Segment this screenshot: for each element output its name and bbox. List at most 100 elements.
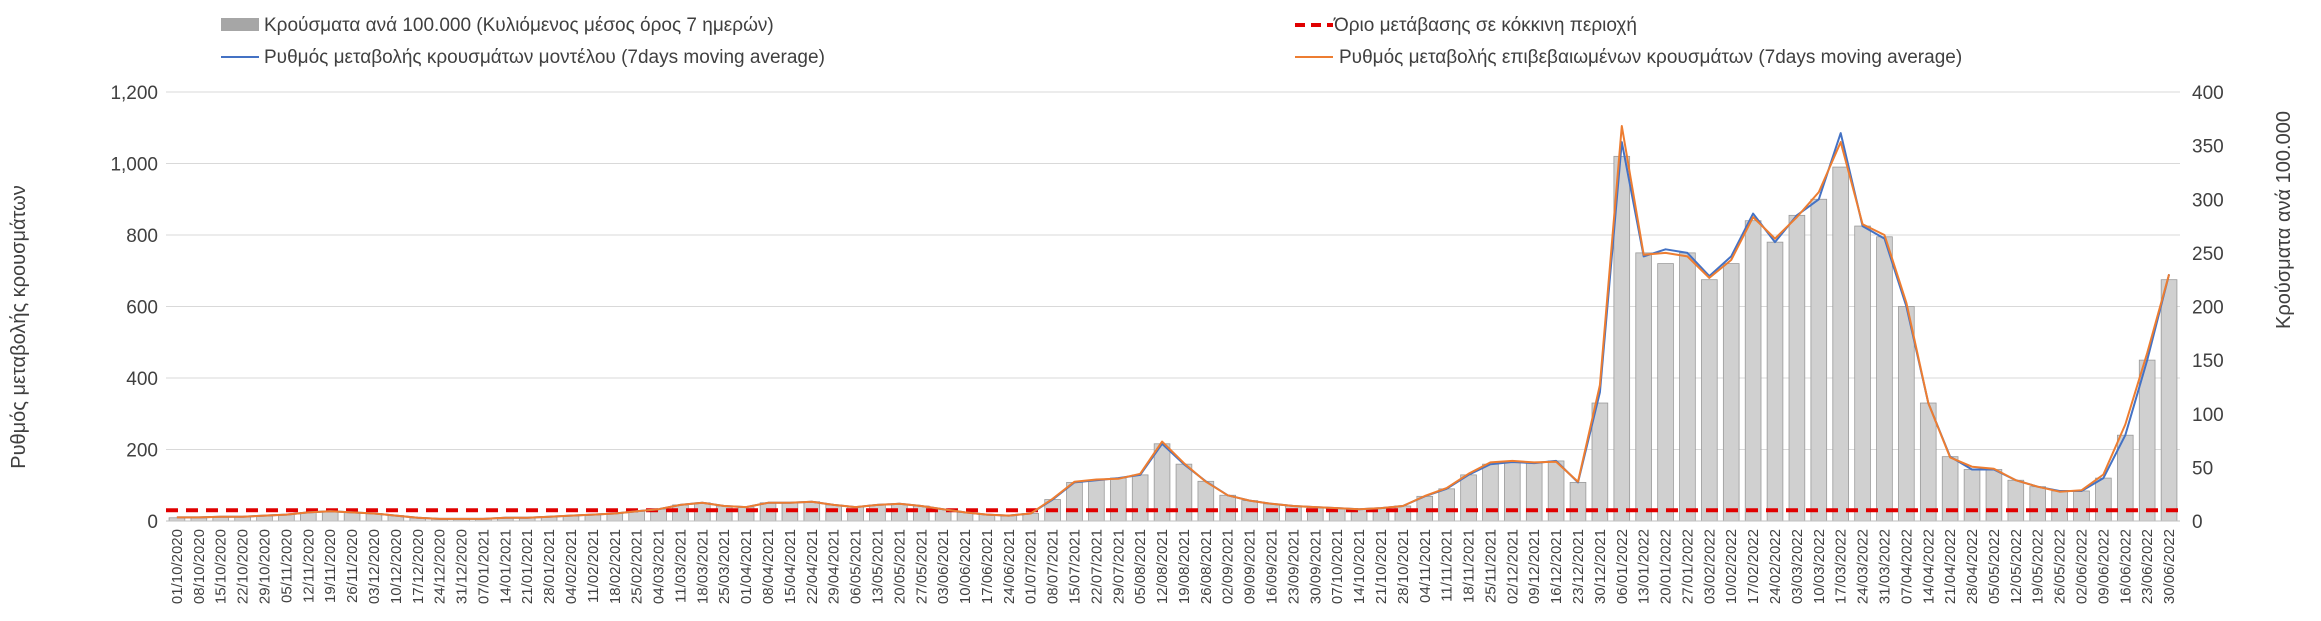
x-tick-label: 13/01/2022 bbox=[1636, 529, 1653, 604]
bar bbox=[2138, 359, 2156, 522]
x-tick-label: 06/01/2022 bbox=[1614, 529, 1631, 604]
x-tick-label: 24/03/2022 bbox=[1855, 529, 1872, 604]
x-tick-label: 12/08/2021 bbox=[1154, 529, 1171, 604]
x-tick-label: 30/09/2021 bbox=[1307, 529, 1324, 604]
bar bbox=[1219, 494, 1237, 522]
bar bbox=[1679, 252, 1696, 522]
right-tick-label: 250 bbox=[2192, 244, 2224, 265]
x-tick-label: 10/03/2022 bbox=[1811, 529, 1828, 604]
x-tick-label: 14/10/2021 bbox=[1351, 529, 1368, 604]
x-tick-label: 03/06/2021 bbox=[935, 529, 952, 604]
bar bbox=[321, 510, 339, 522]
x-tick-label: 03/02/2022 bbox=[1701, 529, 1718, 604]
left-tick-label: 0 bbox=[147, 512, 158, 533]
x-tick-label: 25/11/2021 bbox=[1482, 529, 1499, 603]
x-tick-label: 09/12/2021 bbox=[1526, 529, 1543, 604]
x-tick-label: 26/05/2022 bbox=[2052, 529, 2069, 604]
bar bbox=[1131, 474, 1149, 522]
x-tick-label: 29/04/2021 bbox=[826, 529, 843, 604]
bar bbox=[715, 505, 733, 522]
x-tick-label: 20/01/2022 bbox=[1658, 529, 1675, 604]
x-tick-label: 18/11/2021 bbox=[1461, 529, 1478, 603]
x-tick-label: 30/12/2021 bbox=[1592, 529, 1609, 604]
bar bbox=[1197, 480, 1215, 522]
bar bbox=[1635, 252, 1652, 522]
x-tick-label: 26/11/2020 bbox=[344, 529, 361, 603]
right-tick-label: 300 bbox=[2192, 190, 2224, 211]
bar bbox=[1438, 488, 1455, 522]
x-tick-label: 08/10/2020 bbox=[191, 529, 208, 604]
x-tick-label: 16/06/2022 bbox=[2117, 529, 2134, 604]
right-tick-label: 50 bbox=[2192, 458, 2213, 479]
bar bbox=[2095, 477, 2112, 522]
bar bbox=[1394, 505, 1412, 522]
x-tick-label: 19/08/2021 bbox=[1176, 529, 1193, 604]
x-tick-label: 08/07/2021 bbox=[1045, 529, 1062, 604]
left-axis-title: Ρυθμός μεταβολής κρουσμάτων bbox=[8, 185, 30, 469]
bar bbox=[1263, 503, 1280, 522]
x-tick-label: 03/03/2022 bbox=[1789, 529, 1806, 604]
x-tick-label: 03/12/2020 bbox=[366, 529, 383, 604]
bar bbox=[869, 504, 886, 522]
left-tick-label: 800 bbox=[126, 226, 158, 247]
bar bbox=[825, 504, 842, 522]
bar bbox=[1175, 463, 1193, 522]
x-tick-label: 31/12/2020 bbox=[454, 529, 471, 604]
left-axis-ticks: 0 200 400 600 800 1,000 1,200 bbox=[110, 83, 158, 533]
bar bbox=[1898, 306, 1915, 522]
right-tick-label: 200 bbox=[2192, 298, 2224, 319]
bar bbox=[1525, 462, 1543, 522]
x-tick-label: 25/02/2021 bbox=[629, 529, 646, 604]
x-tick-label: 28/10/2021 bbox=[1395, 529, 1412, 604]
x-tick-label: 30/06/2022 bbox=[2161, 529, 2178, 604]
x-tick-label: 26/08/2021 bbox=[1198, 529, 1215, 604]
x-tick-label: 05/05/2022 bbox=[1986, 529, 2003, 604]
x-tick-label: 02/06/2022 bbox=[2074, 529, 2091, 604]
x-tick-label: 20/05/2021 bbox=[891, 529, 908, 604]
right-tick-label: 150 bbox=[2192, 351, 2224, 372]
bar bbox=[1744, 220, 1762, 522]
x-tick-label: 10/12/2020 bbox=[388, 529, 405, 604]
x-tick-label: 02/12/2021 bbox=[1504, 529, 1521, 604]
x-tick-label: 12/11/2020 bbox=[300, 529, 317, 603]
x-tick-label: 16/12/2021 bbox=[1548, 529, 1565, 604]
x-tick-label: 05/08/2021 bbox=[1132, 529, 1149, 604]
confirmed-series-line bbox=[176, 125, 2171, 520]
bar bbox=[1591, 402, 1609, 522]
bar bbox=[1832, 166, 1849, 522]
x-tick-label: 23/06/2022 bbox=[2139, 529, 2156, 604]
bar bbox=[672, 504, 689, 522]
bar bbox=[1657, 263, 1674, 522]
bar bbox=[1482, 463, 1499, 522]
bar bbox=[1285, 505, 1302, 522]
x-tick-label: 11/03/2021 bbox=[672, 529, 689, 603]
legend-confirmed-label: Ρυθμός μεταβολής επιβεβαιωμένων κρουσμάτ… bbox=[1339, 47, 1962, 68]
x-tick-label: 19/11/2020 bbox=[322, 529, 339, 603]
left-tick-label: 600 bbox=[126, 298, 158, 319]
x-tick-label: 07/01/2021 bbox=[475, 529, 492, 604]
right-tick-label: 350 bbox=[2192, 137, 2224, 158]
bar bbox=[2160, 279, 2178, 522]
bar bbox=[1722, 263, 1740, 522]
x-tick-label: 27/01/2022 bbox=[1679, 529, 1696, 604]
bar bbox=[1963, 469, 1981, 522]
x-tick-label: 11/02/2021 bbox=[585, 529, 602, 603]
x-tick-label: 21/04/2022 bbox=[1942, 529, 1959, 604]
x-tick-label: 15/10/2020 bbox=[213, 529, 230, 604]
bar bbox=[1876, 236, 1893, 522]
x-tick-label: 02/09/2021 bbox=[1220, 529, 1237, 604]
bar bbox=[1066, 481, 1083, 522]
bar bbox=[891, 503, 908, 522]
x-tick-label: 14/01/2021 bbox=[497, 529, 514, 604]
bar bbox=[2051, 490, 2068, 522]
x-tick-label: 22/07/2021 bbox=[1088, 529, 1105, 604]
x-tick-label: 23/09/2021 bbox=[1285, 529, 1302, 604]
x-tick-label: 15/07/2021 bbox=[1067, 529, 1084, 604]
x-tick-label: 17/06/2021 bbox=[979, 529, 996, 604]
bar bbox=[2029, 486, 2046, 522]
bar bbox=[1985, 469, 2003, 522]
x-tick-label: 04/02/2021 bbox=[563, 529, 580, 604]
legend-model-label: Ρυθμός μεταβολής κρουσμάτων μοντέλου (7d… bbox=[264, 47, 825, 68]
bar bbox=[2007, 479, 2025, 522]
